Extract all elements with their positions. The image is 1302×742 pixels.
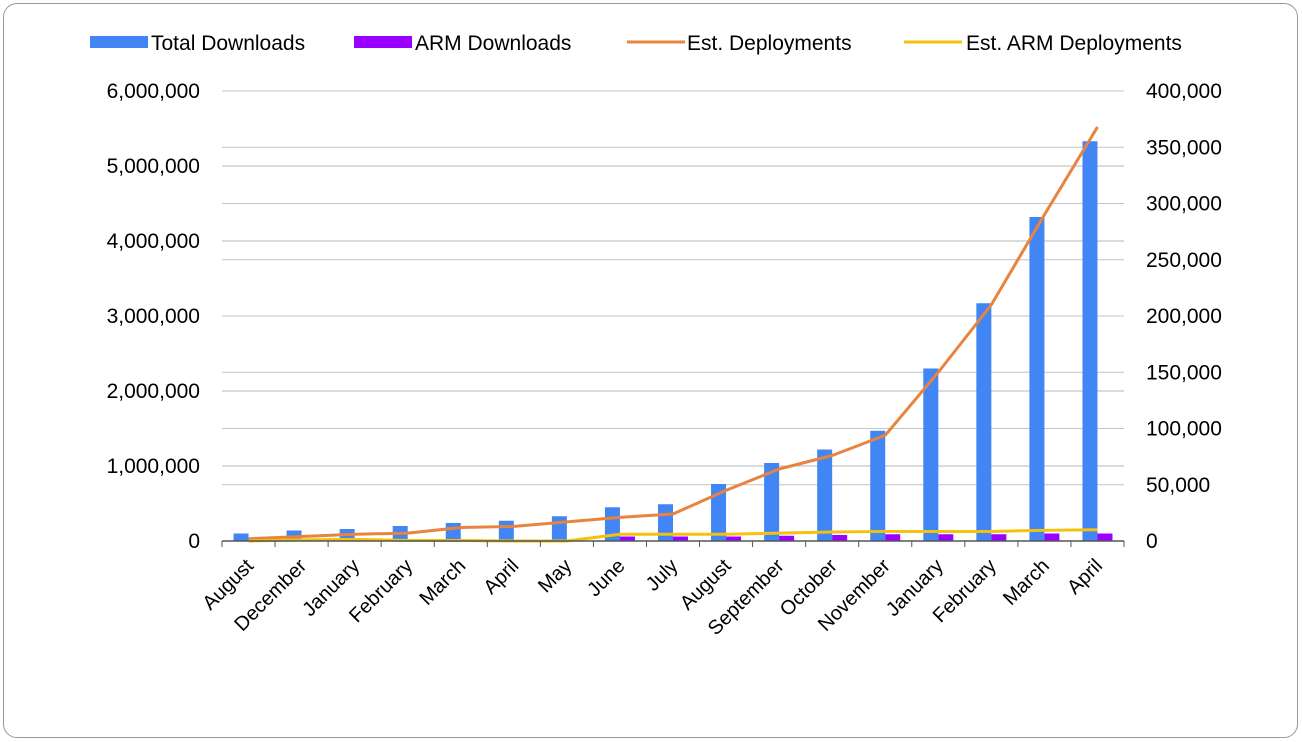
line-est-deployments: [248, 126, 1099, 541]
left-tick-label: 6,000,000: [107, 80, 200, 103]
right-axis-ticks: 0 50,000 100,000 150,000 200,000 250,000 300,0…: [1146, 80, 1222, 553]
bar-arm-downloads: [1044, 533, 1060, 541]
legend-swatch-arm-downloads: [354, 36, 412, 48]
category-label: May: [534, 555, 576, 597]
bar-total-downloads: [604, 507, 620, 541]
right-tick-label: 300,000: [1146, 193, 1222, 216]
bar-total-downloads: [923, 368, 939, 541]
chart-frame: [3, 3, 1298, 738]
bar-total-downloads: [233, 533, 249, 541]
axes: [221, 540, 1125, 547]
category-label: March: [415, 555, 470, 610]
right-tick-label: 250,000: [1146, 249, 1222, 272]
left-tick-label: 1,000,000: [107, 455, 200, 478]
bar-total-downloads: [1082, 141, 1098, 541]
legend-label-est-deployments: Est. Deployments: [687, 32, 852, 55]
left-tick-label: 2,000,000: [107, 380, 200, 403]
bar-total-downloads: [551, 516, 567, 541]
category-label: April: [1063, 555, 1107, 599]
left-tick-label: 5,000,000: [107, 155, 200, 178]
legend-label-arm-downloads: ARM Downloads: [415, 32, 571, 55]
right-tick-label: 350,000: [1146, 136, 1222, 159]
category-label: July: [642, 555, 683, 596]
bar-arm-downloads: [832, 535, 848, 541]
category-label: March: [999, 555, 1054, 610]
right-tick-label: 0: [1146, 530, 1158, 553]
left-tick-label: 3,000,000: [107, 305, 200, 328]
category-label: June: [583, 555, 629, 601]
bar-arm-downloads: [673, 536, 688, 541]
bar-total-downloads: [498, 520, 514, 541]
bar-total-downloads: [764, 463, 780, 541]
legend: Total Downloads ARM Downloads Est. Deploym…: [90, 32, 1182, 55]
bar-arm-downloads: [991, 534, 1007, 541]
bar-arm-downloads: [619, 536, 635, 541]
bar-arm-downloads: [938, 534, 954, 541]
bar-arm-downloads: [1097, 533, 1113, 541]
legend-label-total-downloads: Total Downloads: [151, 32, 305, 55]
right-tick-label: 400,000: [1146, 80, 1222, 103]
gridlines: [222, 90, 1124, 486]
left-tick-label: 0: [188, 530, 200, 553]
left-tick-label: 4,000,000: [107, 230, 200, 253]
bar-total-downloads: [976, 303, 992, 541]
legend-swatch-total-downloads: [90, 36, 148, 48]
bar-total-downloads: [817, 449, 833, 541]
bar-total-downloads: [870, 430, 886, 541]
bar-arm-downloads: [726, 536, 742, 541]
bar-total-downloads: [1029, 217, 1045, 541]
category-label: April: [480, 555, 524, 599]
legend-label-est-arm-deployments: Est. ARM Deployments: [966, 32, 1182, 55]
bar-total-downloads: [445, 523, 461, 541]
line-est-arm-deployments: [248, 528, 1098, 543]
bars: [233, 141, 1113, 541]
right-tick-label: 50,000: [1146, 474, 1210, 497]
bar-arm-downloads: [779, 535, 795, 541]
right-tick-label: 100,000: [1146, 418, 1222, 441]
left-axis-ticks: 0 1,000,000 2,000,000 3,000,000 4,000,000 5,0…: [107, 80, 200, 553]
bar-arm-downloads: [885, 534, 901, 541]
right-tick-label: 150,000: [1146, 361, 1222, 384]
lines: [248, 126, 1099, 543]
right-tick-label: 200,000: [1146, 305, 1222, 328]
bar-total-downloads: [711, 484, 727, 541]
